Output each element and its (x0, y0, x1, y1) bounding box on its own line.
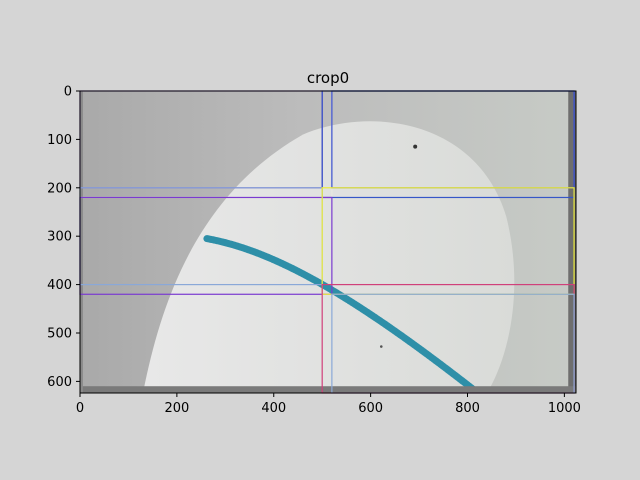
x-tick-label: 600 (358, 401, 383, 416)
x-tick-label: 0 (76, 401, 84, 416)
axes: 0 200 400 600 800 1000 0 100 200 300 400 500 600 (47, 85, 581, 417)
x-tick-label: 800 (455, 401, 480, 416)
x-tick-label: 1000 (548, 401, 581, 416)
y-tick-label: 300 (47, 230, 72, 245)
y-tick-label: 200 (47, 181, 72, 196)
y-tick-label: 600 (47, 375, 72, 390)
plot-frame (79, 90, 577, 394)
photo-image (80, 91, 576, 393)
y-tick-label: 400 (47, 278, 72, 293)
y-tick-label: 500 (47, 326, 72, 341)
y-tick-label: 100 (47, 133, 72, 148)
x-tick-label: 200 (164, 401, 189, 416)
x-tick-label: 400 (261, 401, 286, 416)
chart-title: crop0 (307, 69, 349, 87)
y-tick-label: 0 (64, 85, 72, 100)
